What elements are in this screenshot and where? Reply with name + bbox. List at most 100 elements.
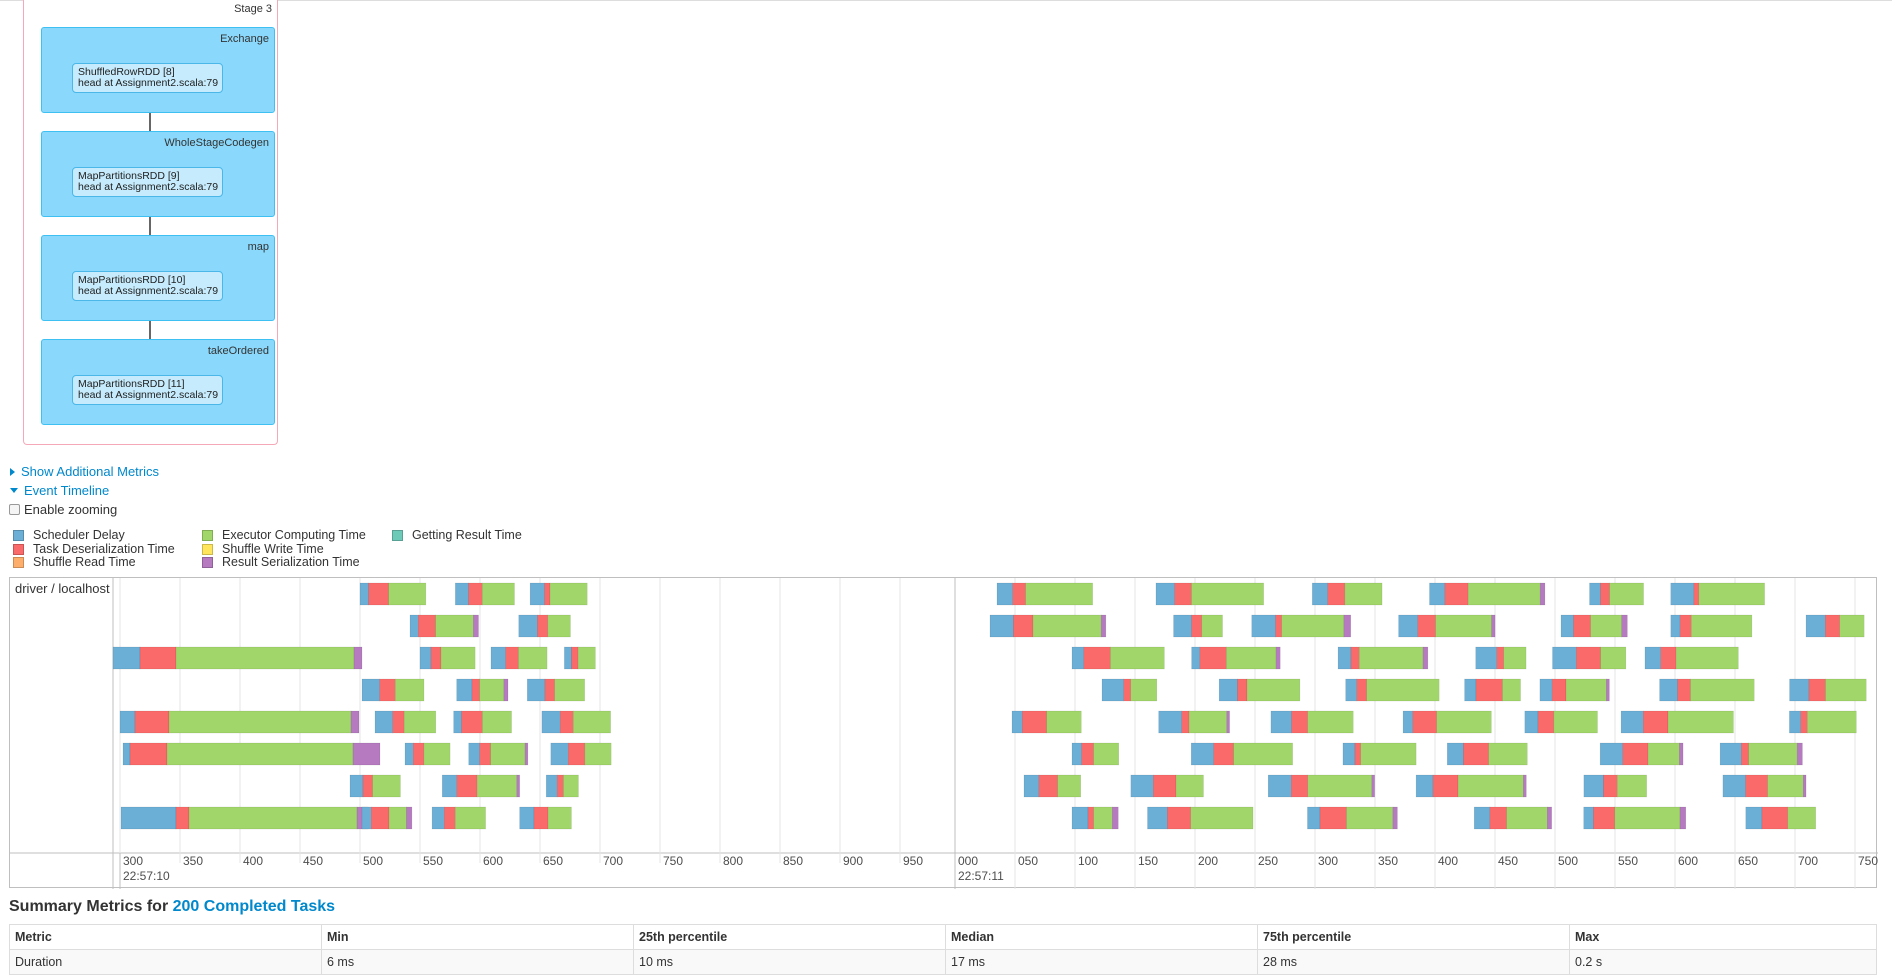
task-bar-segment: [1670, 614, 1681, 638]
task-bar-segment: [403, 710, 437, 734]
task-bar-segment: [468, 582, 483, 606]
task-bar-segment: [1573, 614, 1591, 638]
task-bar-segment: [388, 582, 427, 606]
task-bar-segment: [1547, 806, 1552, 830]
task-bar-segment: [1174, 582, 1192, 606]
task-bar-segment: [1291, 710, 1308, 734]
legend-swatch: [202, 543, 213, 555]
caret-down-icon: [10, 488, 18, 493]
rdd-node[interactable]: MapPartitionsRDD [11] head at Assignment…: [72, 375, 223, 405]
task-bar-segment: [1539, 582, 1546, 606]
task-bar-segment: [392, 710, 405, 734]
task-bar-segment: [1307, 806, 1321, 830]
timeline-tick-label: 150: [1138, 854, 1158, 868]
rdd-node[interactable]: ShuffledRowRDD [8] head at Assignment2.s…: [72, 63, 223, 93]
timeline-tick-label: 400: [1438, 854, 1458, 868]
cluster-exchange[interactable]: Exchange ShuffledRowRDD [8] head at Assi…: [41, 27, 275, 113]
event-timeline-toggle[interactable]: Event Timeline: [10, 483, 109, 498]
rdd-node-subtitle: head at Assignment2.scala:79: [78, 285, 219, 297]
task-bar-segment: [1621, 614, 1628, 638]
enable-zooming-checkbox[interactable]: [9, 504, 20, 515]
cluster-takeordered[interactable]: takeOrdered MapPartitionsRDD [11] head a…: [41, 339, 275, 425]
task-bar-segment: [1251, 614, 1276, 638]
enable-zooming-control[interactable]: Enable zooming: [9, 502, 117, 517]
rdd-node[interactable]: MapPartitionsRDD [9] head at Assignment2…: [72, 167, 223, 197]
task-bar-segment: [1553, 710, 1598, 734]
table-header[interactable]: Max: [1569, 924, 1877, 950]
task-bar-segment: [1101, 678, 1125, 702]
task-bar-segment: [1093, 742, 1119, 766]
completed-tasks-link[interactable]: 200 Completed Tasks: [172, 898, 336, 915]
task-bar-segment: [1081, 742, 1094, 766]
timeline-tick-label: 200: [1198, 854, 1218, 868]
task-bar-segment: [1805, 614, 1826, 638]
task-bar-segment: [547, 614, 571, 638]
task-bar-segment: [1807, 710, 1857, 734]
timeline-tick-label: 750: [663, 854, 683, 868]
task-bar-segment: [352, 742, 381, 766]
legend-swatch: [202, 529, 213, 541]
timeline-tick-label: 800: [723, 854, 743, 868]
table-header[interactable]: Min: [321, 924, 634, 950]
task-bar-segment: [1270, 710, 1292, 734]
task-bar-segment: [1093, 806, 1113, 830]
task-bar-segment: [1366, 678, 1440, 702]
task-bar-segment: [1620, 710, 1644, 734]
task-bar-segment: [468, 742, 480, 766]
timeline-tick-label: 350: [1378, 854, 1398, 868]
task-bar-segment: [989, 614, 1014, 638]
task-bar-segment: [1319, 806, 1347, 830]
table-header[interactable]: 25th percentile: [633, 924, 946, 950]
timeline-tick-label: 600: [1678, 854, 1698, 868]
task-bar-segment: [1226, 710, 1230, 734]
task-bar-segment: [1590, 614, 1622, 638]
table-header[interactable]: 75th percentile: [1257, 924, 1570, 950]
cluster-map[interactable]: map MapPartitionsRDD [10] head at Assign…: [41, 235, 275, 321]
task-bar-segment: [556, 774, 564, 798]
rdd-node-subtitle: head at Assignment2.scala:79: [78, 181, 219, 193]
table-header[interactable]: Metric: [9, 924, 322, 950]
task-bar-segment: [516, 774, 520, 798]
task-bar-segment: [1032, 614, 1102, 638]
task-bar-segment: [1503, 646, 1527, 670]
table-header[interactable]: Median: [945, 924, 1258, 950]
legend-swatch: [13, 543, 24, 555]
task-bar-segment: [571, 646, 579, 670]
task-bar-segment: [1071, 806, 1089, 830]
task-bar-segment: [1600, 582, 1610, 606]
stage-label: Stage 3: [234, 3, 272, 15]
task-bar-segment: [1415, 774, 1434, 798]
rdd-node[interactable]: MapPartitionsRDD [10] head at Assignment…: [72, 271, 223, 301]
task-bar-segment: [1022, 710, 1047, 734]
task-bar-segment: [1745, 774, 1768, 798]
task-bar-segment: [166, 742, 354, 766]
event-timeline[interactable]: 300 350 400 450 500 550 600 650 700 750 800 850 900 9…: [9, 577, 1878, 889]
cluster-wholestagecodegen[interactable]: WholeStageCodegen MapPartitionsRDD [9] h…: [41, 131, 275, 217]
task-bar-segment: [350, 710, 360, 734]
task-bar-segment: [1489, 806, 1507, 830]
task-bar-segment: [122, 742, 131, 766]
task-bar-segment: [1226, 646, 1277, 670]
task-bar-segment: [1616, 774, 1647, 798]
show-additional-metrics-toggle[interactable]: Show Additional Metrics: [10, 464, 159, 479]
task-bar-segment: [456, 774, 478, 798]
task-bar-segment: [1523, 774, 1527, 798]
task-bar-segment: [134, 710, 170, 734]
task-bar-segment: [1808, 678, 1826, 702]
task-bar-segment: [1551, 678, 1567, 702]
task-bar-segment: [1398, 614, 1418, 638]
task-bar-segment: [1147, 806, 1168, 830]
timeline-canvas[interactable]: 300 350 400 450 500 550 600 650 700 750 800 850 900 9…: [10, 578, 1878, 889]
task-bar-segment: [139, 646, 177, 670]
task-bar-segment: [1457, 774, 1524, 798]
rdd-node-title: MapPartitionsRDD [11]: [78, 378, 185, 390]
task-bar-segment: [1012, 582, 1026, 606]
timeline-tick-label: 600: [483, 854, 503, 868]
task-bar-segment: [1463, 742, 1489, 766]
task-bar-segment: [544, 678, 555, 702]
table-cell: 28 ms: [1257, 949, 1570, 975]
task-bar-segment: [1213, 742, 1234, 766]
timeline-tick-label: 500: [363, 854, 383, 868]
task-bar-segment: [454, 806, 486, 830]
task-bar-segment: [1155, 582, 1175, 606]
